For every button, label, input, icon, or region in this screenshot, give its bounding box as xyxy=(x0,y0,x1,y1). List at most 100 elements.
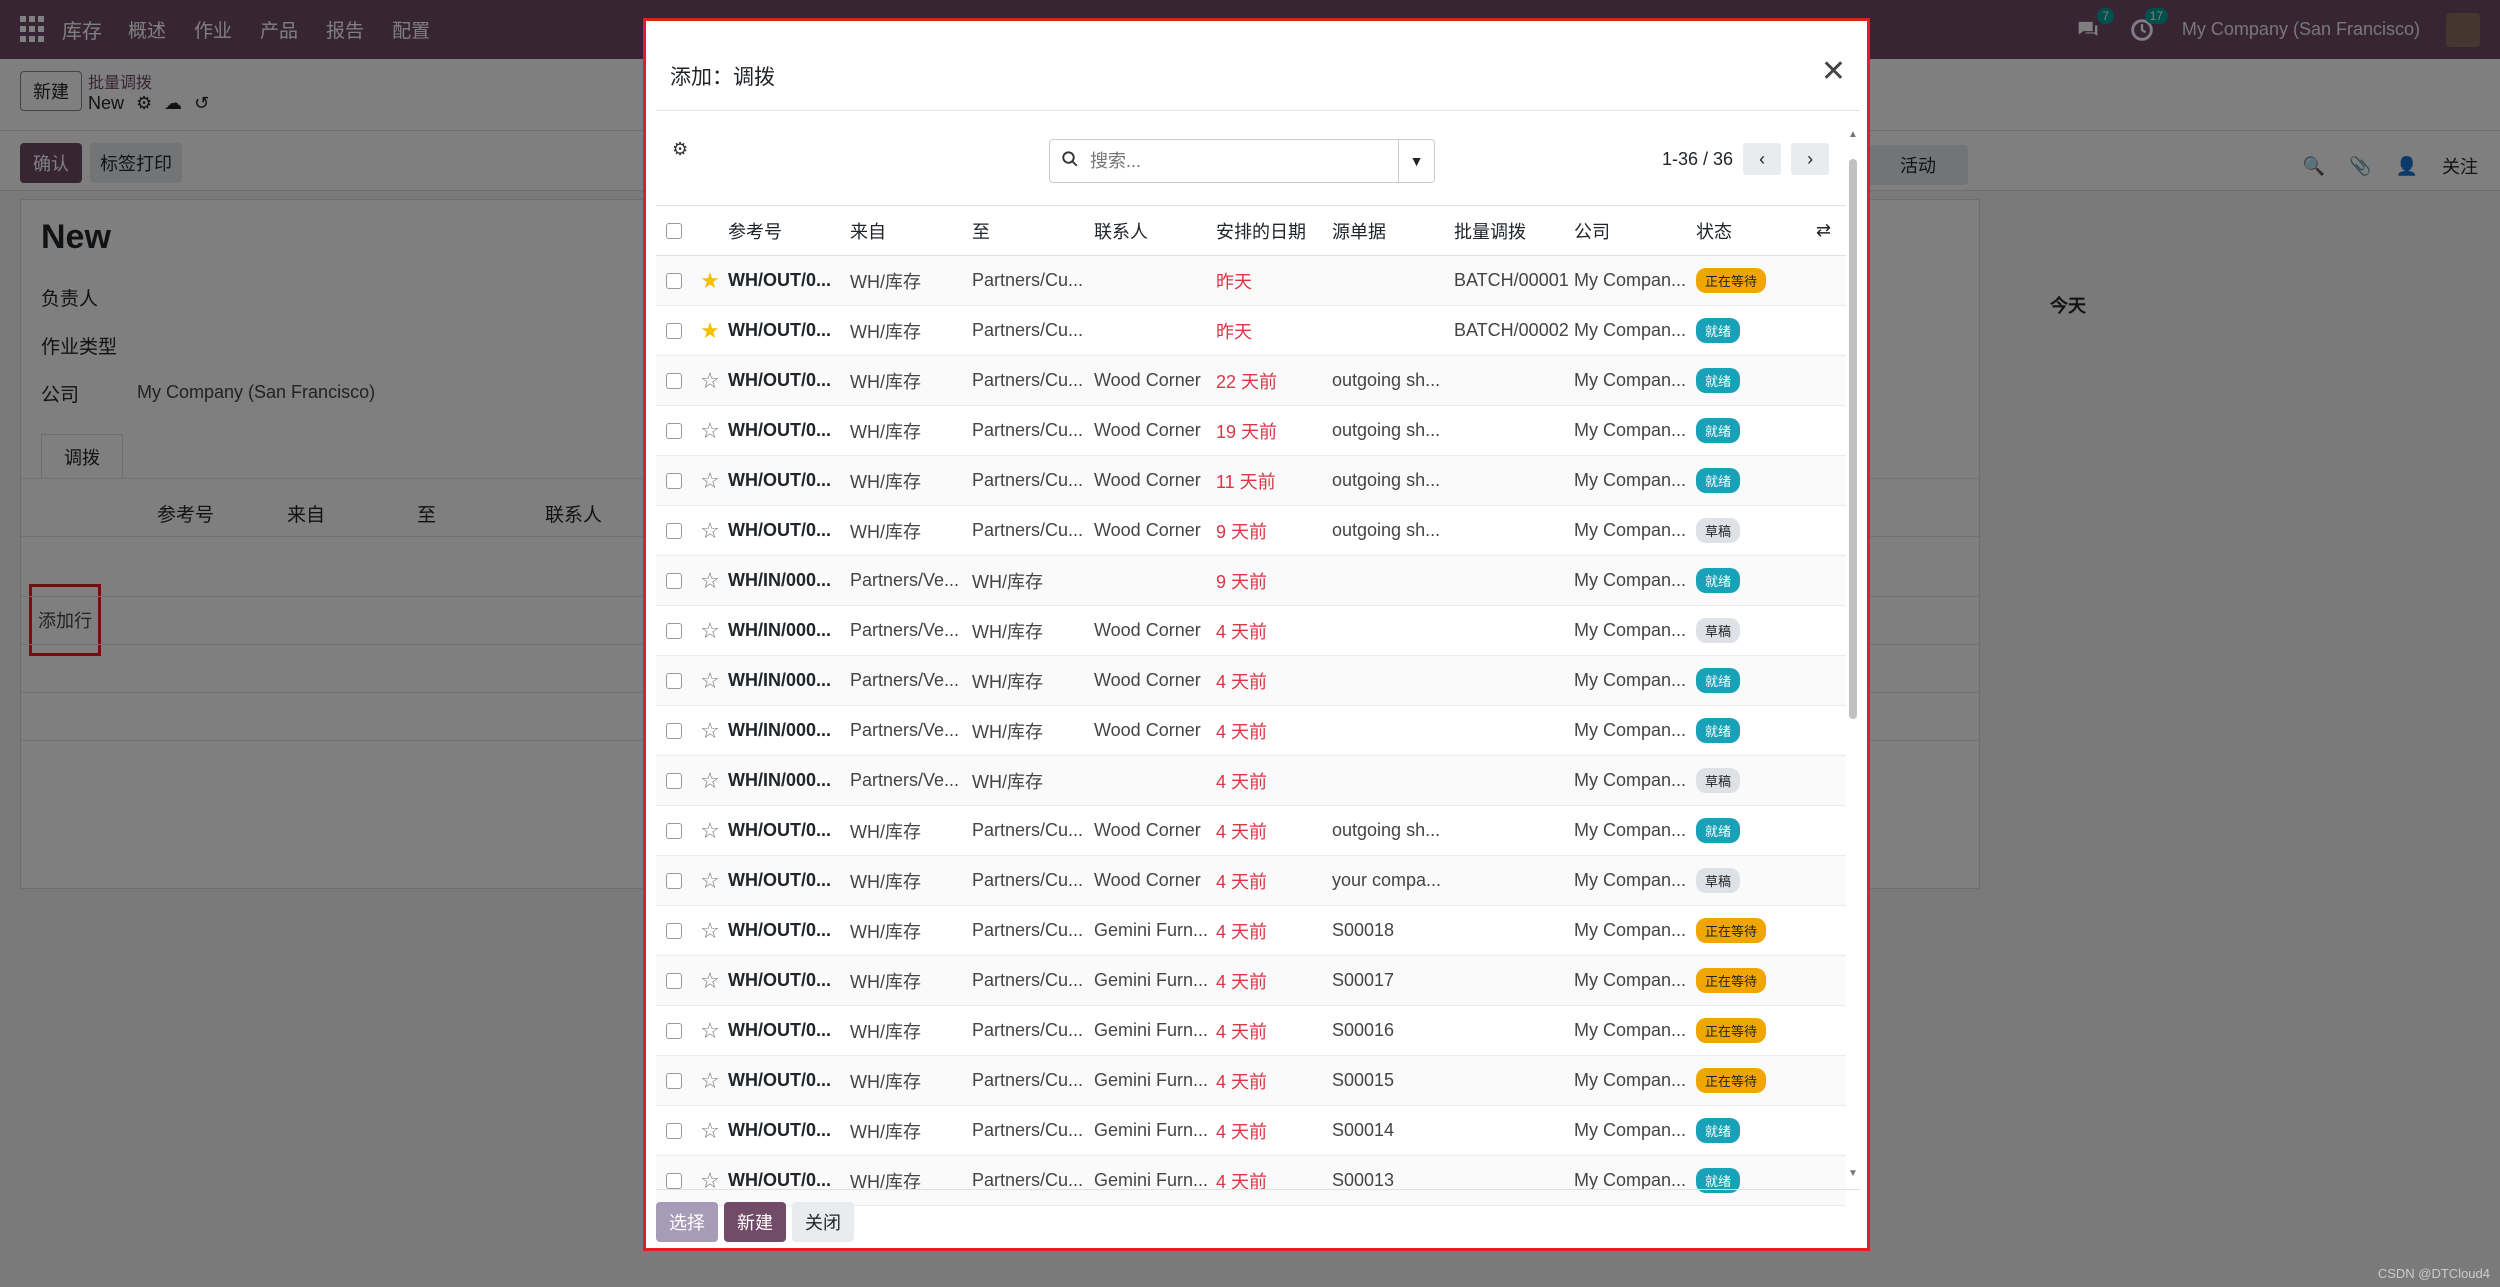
table-row[interactable]: ☆ WH/IN/000... Partners/Ve... WH/库存 Wood Cor… xyxy=(656,705,1846,756)
list-scrollbar[interactable]: ▲ ▼ xyxy=(1848,129,1858,1179)
cell-contact: Wood Corner xyxy=(1094,870,1201,890)
status-badge: 就绪 xyxy=(1696,368,1741,393)
cell-scheduled-date: 11 天前 xyxy=(1216,471,1276,492)
table-row[interactable]: ☆ WH/OUT/0... WH/库存 Partners/Cu... Gemini Fu… xyxy=(656,1105,1846,1156)
cell-reference: WH/IN/000... xyxy=(728,770,832,790)
cell-company: My Compan... xyxy=(1574,870,1687,890)
cell-company: My Compan... xyxy=(1574,520,1687,540)
row-checkbox[interactable] xyxy=(666,323,682,340)
col-contact[interactable]: 联系人 xyxy=(1094,205,1216,256)
row-checkbox[interactable] xyxy=(666,723,682,740)
cell-reference: WH/OUT/0... xyxy=(728,920,831,940)
star-icon[interactable]: ☆ xyxy=(700,967,720,993)
row-checkbox[interactable] xyxy=(666,823,682,840)
star-filled-icon[interactable]: ★ xyxy=(700,267,720,293)
table-row[interactable]: ☆ WH/IN/000... Partners/Ve... WH/库存 9 天前 My C… xyxy=(656,555,1846,606)
star-icon[interactable]: ☆ xyxy=(700,1067,720,1093)
row-checkbox[interactable] xyxy=(666,1073,682,1090)
row-checkbox[interactable] xyxy=(666,573,682,590)
row-checkbox[interactable] xyxy=(666,873,682,890)
table-row[interactable]: ★ WH/OUT/0... WH/库存 Partners/Cu... 昨天 BATCH/0… xyxy=(656,305,1846,356)
row-checkbox[interactable] xyxy=(666,673,682,690)
cell-source-document: outgoing sh... xyxy=(1332,370,1441,390)
star-icon[interactable]: ☆ xyxy=(700,1117,720,1143)
pager-value[interactable]: 1-36 / 36 xyxy=(1662,148,1734,169)
cell-company: My Compan... xyxy=(1574,570,1687,590)
table-row[interactable]: ☆ WH/IN/000... Partners/Ve... WH/库存 4 天前 My C… xyxy=(656,755,1846,806)
table-row[interactable]: ☆ WH/OUT/0... WH/库存 Partners/Cu... Wood Corn… xyxy=(656,505,1846,556)
cell-to: Partners/Cu... xyxy=(972,970,1084,990)
cell-from: Partners/Ve... xyxy=(850,720,960,740)
search-options-chevron-icon[interactable]: ▼ xyxy=(1398,140,1434,182)
table-row[interactable]: ☆ WH/OUT/0... WH/库存 Partners/Cu... Gemini Fu… xyxy=(656,1005,1846,1056)
pager-previous-icon[interactable]: ‹ xyxy=(1743,143,1782,175)
col-source-document[interactable]: 源单据 xyxy=(1332,205,1454,256)
row-checkbox[interactable] xyxy=(666,773,682,790)
star-icon[interactable]: ☆ xyxy=(700,867,720,893)
close-button[interactable]: 关闭 xyxy=(792,1202,854,1242)
star-icon[interactable]: ☆ xyxy=(700,517,720,543)
row-checkbox[interactable] xyxy=(666,1023,682,1040)
col-to[interactable]: 至 xyxy=(972,205,1094,256)
star-filled-icon[interactable]: ★ xyxy=(700,317,720,343)
cell-source-document: outgoing sh... xyxy=(1332,820,1441,840)
cell-scheduled-date: 4 天前 xyxy=(1216,621,1268,642)
new-button[interactable]: 新建 xyxy=(724,1202,786,1242)
col-company[interactable]: 公司 xyxy=(1574,205,1696,256)
star-icon[interactable]: ☆ xyxy=(700,567,720,593)
select-button[interactable]: 选择 xyxy=(656,1202,718,1242)
table-row[interactable]: ☆ WH/IN/000... Partners/Ve... WH/库存 Wood Cor… xyxy=(656,655,1846,706)
star-icon[interactable]: ☆ xyxy=(700,717,720,743)
star-icon[interactable]: ☆ xyxy=(700,817,720,843)
cell-to: WH/库存 xyxy=(972,571,1043,592)
table-row[interactable]: ☆ WH/OUT/0... WH/库存 Partners/Cu... Wood Corn… xyxy=(656,805,1846,856)
table-row[interactable]: ☆ WH/OUT/0... WH/库存 Partners/Cu... Gemini Fu… xyxy=(656,1055,1846,1106)
search-bar: ▼ xyxy=(1049,139,1435,183)
cell-scheduled-date: 昨天 xyxy=(1216,271,1252,292)
col-reference[interactable]: 参考号 xyxy=(728,205,850,256)
col-from[interactable]: 来自 xyxy=(850,205,972,256)
table-row[interactable]: ☆ WH/OUT/0... WH/库存 Partners/Cu... Wood Corn… xyxy=(656,405,1846,456)
table-row[interactable]: ☆ WH/OUT/0... WH/库存 Partners/Cu... Gemini Fu… xyxy=(656,955,1846,1006)
row-checkbox[interactable] xyxy=(666,923,682,940)
table-row[interactable]: ★ WH/OUT/0... WH/库存 Partners/Cu... 昨天 BATCH/0… xyxy=(656,255,1846,306)
pager-next-icon[interactable]: › xyxy=(1791,143,1830,175)
row-checkbox[interactable] xyxy=(666,1173,682,1190)
gear-icon[interactable]: ⚙ xyxy=(672,139,689,159)
col-batch-transfer[interactable]: 批量调拨 xyxy=(1454,205,1574,256)
star-icon[interactable]: ☆ xyxy=(700,367,720,393)
row-checkbox[interactable] xyxy=(666,1123,682,1140)
row-checkbox[interactable] xyxy=(666,423,682,440)
col-scheduled-date[interactable]: 安排的日期 xyxy=(1216,205,1332,256)
cell-scheduled-date: 9 天前 xyxy=(1216,521,1268,542)
star-icon[interactable]: ☆ xyxy=(700,417,720,443)
table-row[interactable]: ☆ WH/OUT/0... WH/库存 Partners/Cu... Wood Corn… xyxy=(656,355,1846,406)
search-input[interactable] xyxy=(1090,150,1398,172)
table-row[interactable]: ☆ WH/OUT/0... WH/库存 Partners/Cu... Wood Corn… xyxy=(656,855,1846,906)
table-row[interactable]: ☆ WH/OUT/0... WH/库存 Partners/Cu... Gemini Fu… xyxy=(656,905,1846,956)
row-checkbox[interactable] xyxy=(666,273,682,290)
star-icon[interactable]: ☆ xyxy=(700,767,720,793)
table-row[interactable]: ☆ WH/IN/000... Partners/Ve... WH/库存 Wood Cor… xyxy=(656,605,1846,656)
optional-columns-icon[interactable]: ⇄ xyxy=(1816,205,1846,256)
row-checkbox[interactable] xyxy=(666,973,682,990)
row-checkbox[interactable] xyxy=(666,623,682,640)
star-icon[interactable]: ☆ xyxy=(700,617,720,643)
star-icon[interactable]: ☆ xyxy=(700,667,720,693)
cell-company: My Compan... xyxy=(1574,420,1687,440)
table-row[interactable]: ☆ WH/OUT/0... WH/库存 Partners/Cu... Gemini Fu… xyxy=(656,1155,1846,1206)
col-status[interactable]: 状态 xyxy=(1696,205,1816,256)
star-icon[interactable]: ☆ xyxy=(700,467,720,493)
star-icon[interactable]: ☆ xyxy=(700,1017,720,1043)
select-all-checkbox[interactable] xyxy=(666,223,682,240)
search-icon xyxy=(1050,150,1090,173)
cell-from: WH/库存 xyxy=(850,821,921,842)
table-row[interactable]: ☆ WH/OUT/0... WH/库存 Partners/Cu... Wood Corn… xyxy=(656,455,1846,506)
status-badge: 就绪 xyxy=(1696,568,1741,593)
close-icon[interactable]: ✕ xyxy=(1820,55,1846,88)
row-checkbox[interactable] xyxy=(666,473,682,490)
cell-to: Partners/Cu... xyxy=(972,270,1084,290)
star-icon[interactable]: ☆ xyxy=(700,917,720,943)
row-checkbox[interactable] xyxy=(666,373,682,390)
row-checkbox[interactable] xyxy=(666,523,682,540)
